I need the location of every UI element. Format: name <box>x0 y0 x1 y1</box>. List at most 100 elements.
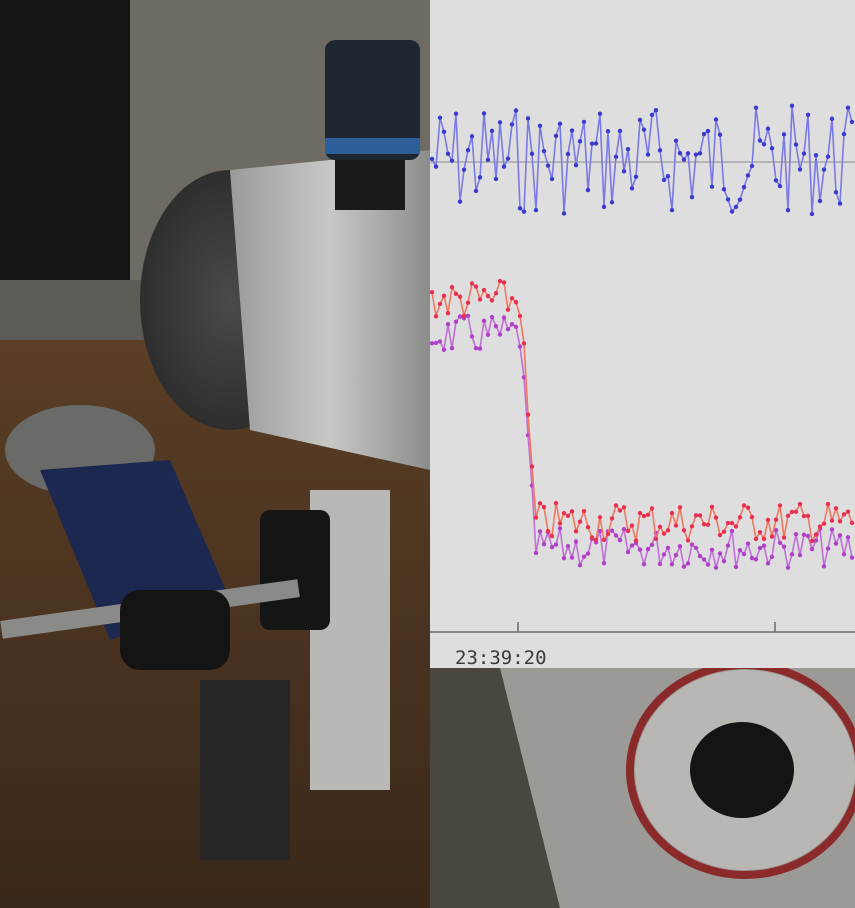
trace-dot <box>849 119 855 125</box>
trace-dot <box>829 527 835 532</box>
trace-dot <box>445 321 451 327</box>
trace-dot <box>705 562 711 567</box>
trace-dot <box>561 211 567 216</box>
trace-dot <box>533 515 539 520</box>
trace-dot <box>725 197 731 202</box>
trace-dot <box>581 119 587 125</box>
trace-dot <box>625 146 631 152</box>
trace-dot <box>781 544 787 549</box>
trace-dot <box>749 163 755 169</box>
trace-dot <box>793 531 799 537</box>
trace-dot <box>537 529 543 534</box>
trace-dot <box>609 516 615 521</box>
trace-dot <box>713 565 719 570</box>
trace-dot <box>673 138 679 143</box>
trace-dot <box>437 339 443 344</box>
trace-dot <box>817 198 823 204</box>
trace-dot <box>669 207 675 213</box>
trace-dot <box>561 556 567 561</box>
trace-dot <box>473 188 479 194</box>
trace-dot <box>601 537 607 543</box>
trace-dot <box>489 128 495 134</box>
trace-dot <box>649 112 655 118</box>
trace-dot <box>493 291 499 296</box>
focuser-small <box>120 590 230 670</box>
trace-dot <box>693 545 699 551</box>
trace-dot <box>597 528 603 534</box>
trace-dot <box>513 108 519 113</box>
trace-dot <box>729 528 735 534</box>
trace-dot <box>525 116 531 121</box>
trace-dot <box>601 204 607 210</box>
trace-dot <box>677 505 683 510</box>
trace-dot <box>645 546 651 552</box>
trace-dot <box>661 177 667 183</box>
trace-dot <box>805 513 811 519</box>
trace-dot <box>753 557 759 562</box>
trace-dot <box>701 557 707 562</box>
trace-dot <box>629 543 635 548</box>
trace-dot <box>453 291 459 296</box>
trace-dot <box>769 534 775 539</box>
trace-dot <box>733 524 739 529</box>
trace-dot <box>837 533 843 538</box>
trace-dot <box>725 543 731 548</box>
trace-dot <box>493 176 499 182</box>
trace-dot <box>449 346 455 351</box>
trace-dot <box>653 108 659 113</box>
trace-dot <box>533 550 539 556</box>
trace-dot <box>469 281 475 286</box>
trace-dot <box>833 506 839 511</box>
trace-dot <box>833 541 839 546</box>
trace-dot <box>761 536 767 542</box>
trace-dot <box>449 158 455 163</box>
trace-dot <box>429 156 435 162</box>
trace-dot <box>745 505 751 510</box>
trace-dot <box>809 538 815 544</box>
trace-dot <box>445 151 451 156</box>
trace-dot <box>541 504 547 510</box>
trace-dot <box>497 332 503 337</box>
trace-dot <box>521 209 527 214</box>
trace-dot <box>845 105 851 110</box>
trace-dot <box>581 508 587 514</box>
trace-dot <box>633 538 639 543</box>
trace-dot <box>717 132 723 137</box>
trace-dot <box>733 564 739 570</box>
trace-dot <box>441 129 447 135</box>
trace-dot <box>433 164 439 169</box>
trace-dot <box>821 521 827 526</box>
trace-dot <box>773 527 779 533</box>
trace-dot <box>685 151 691 156</box>
trace-dot <box>517 344 523 349</box>
trace-dot <box>501 164 507 169</box>
camera <box>325 40 420 160</box>
trace-dot <box>605 531 611 537</box>
trace-dot <box>437 115 443 120</box>
trace-dot <box>525 412 531 417</box>
trace-dot <box>757 138 763 143</box>
trace-dot <box>665 173 671 179</box>
trace-dot <box>665 545 671 551</box>
trace-dot <box>533 207 539 213</box>
camera-band <box>325 138 420 154</box>
trace-dot <box>441 347 447 352</box>
trace-dot <box>813 532 819 537</box>
trace-dot <box>613 154 619 159</box>
trace-dot <box>517 206 523 211</box>
trace-dot <box>489 314 495 320</box>
trace-dot <box>565 543 571 549</box>
focuser <box>335 160 405 210</box>
trace-dot <box>677 544 683 549</box>
trace-dot <box>705 128 711 134</box>
trace-dot <box>501 315 507 320</box>
trace-dot <box>725 520 731 526</box>
trace-dot <box>473 346 479 351</box>
trace-dot <box>717 532 723 538</box>
trace-dot <box>837 519 843 524</box>
trace-dot <box>753 105 759 110</box>
trace-dot <box>797 167 803 172</box>
trace-dot <box>593 141 599 146</box>
trace-dot <box>513 324 519 330</box>
